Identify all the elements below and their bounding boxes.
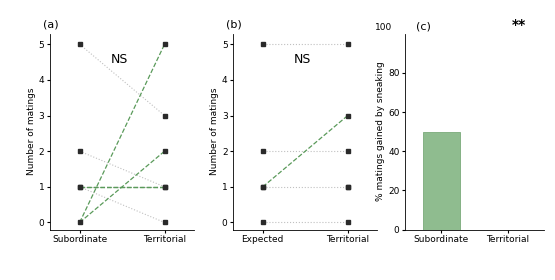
Bar <box>423 132 460 230</box>
Text: (c): (c) <box>416 22 431 32</box>
Text: NS: NS <box>294 53 311 66</box>
Text: (b): (b) <box>226 20 241 30</box>
Y-axis label: Number of matings: Number of matings <box>27 88 36 175</box>
Text: NS: NS <box>110 53 128 66</box>
Text: (a): (a) <box>43 20 58 30</box>
Y-axis label: % matings gained by sneaking: % matings gained by sneaking <box>376 62 385 202</box>
Text: 100: 100 <box>375 23 392 32</box>
Y-axis label: Number of matings: Number of matings <box>210 88 219 175</box>
Text: **: ** <box>512 18 526 32</box>
